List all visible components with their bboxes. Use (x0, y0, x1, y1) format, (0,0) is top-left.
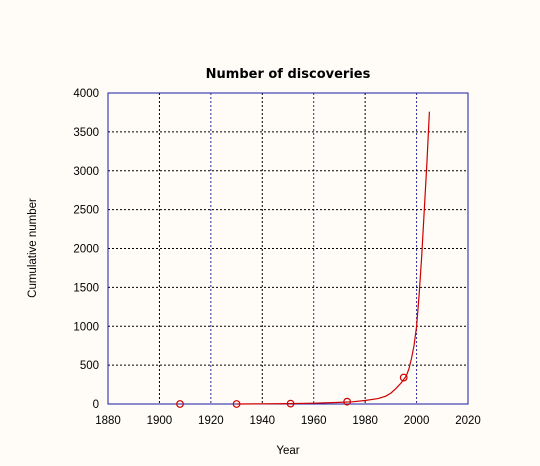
x-tick-label: 1880 (95, 415, 121, 427)
y-tick-label: 0 (93, 399, 99, 411)
x-tick-label: 2020 (455, 415, 481, 427)
y-tick-label: 1500 (73, 282, 99, 294)
series (176, 111, 430, 408)
chart-title: Number of discoveries (206, 67, 371, 82)
data-point (232, 400, 241, 408)
data-point (286, 399, 295, 408)
x-tick-label: 1940 (249, 415, 275, 427)
x-axis-label: Year (276, 445, 299, 457)
y-tick-label: 1000 (73, 321, 99, 333)
y-tick-label: 2000 (73, 244, 99, 256)
x-tick-label: 2000 (404, 415, 430, 427)
x-tick-label: 1960 (301, 415, 327, 427)
x-tick-label: 1900 (147, 415, 173, 427)
y-tick-label: 2500 (73, 205, 99, 217)
data-point (176, 400, 184, 408)
tick-labels: 1880 1900 1920 1940 1960 1980 2000 2020 0 500 1000… (73, 88, 480, 427)
data-point (343, 397, 352, 406)
y-tick-label: 500 (80, 360, 99, 372)
y-tick-label: 3500 (73, 127, 99, 139)
series-line (236, 111, 430, 405)
y-tick-label: 4000 (73, 88, 99, 100)
x-tick-label: 1980 (352, 415, 378, 427)
grid (108, 93, 468, 404)
data-point (399, 373, 408, 382)
y-axis-label: Cumulative number (27, 198, 39, 298)
y-tick-label: 3000 (73, 166, 99, 178)
x-tick-label: 1920 (198, 415, 224, 427)
